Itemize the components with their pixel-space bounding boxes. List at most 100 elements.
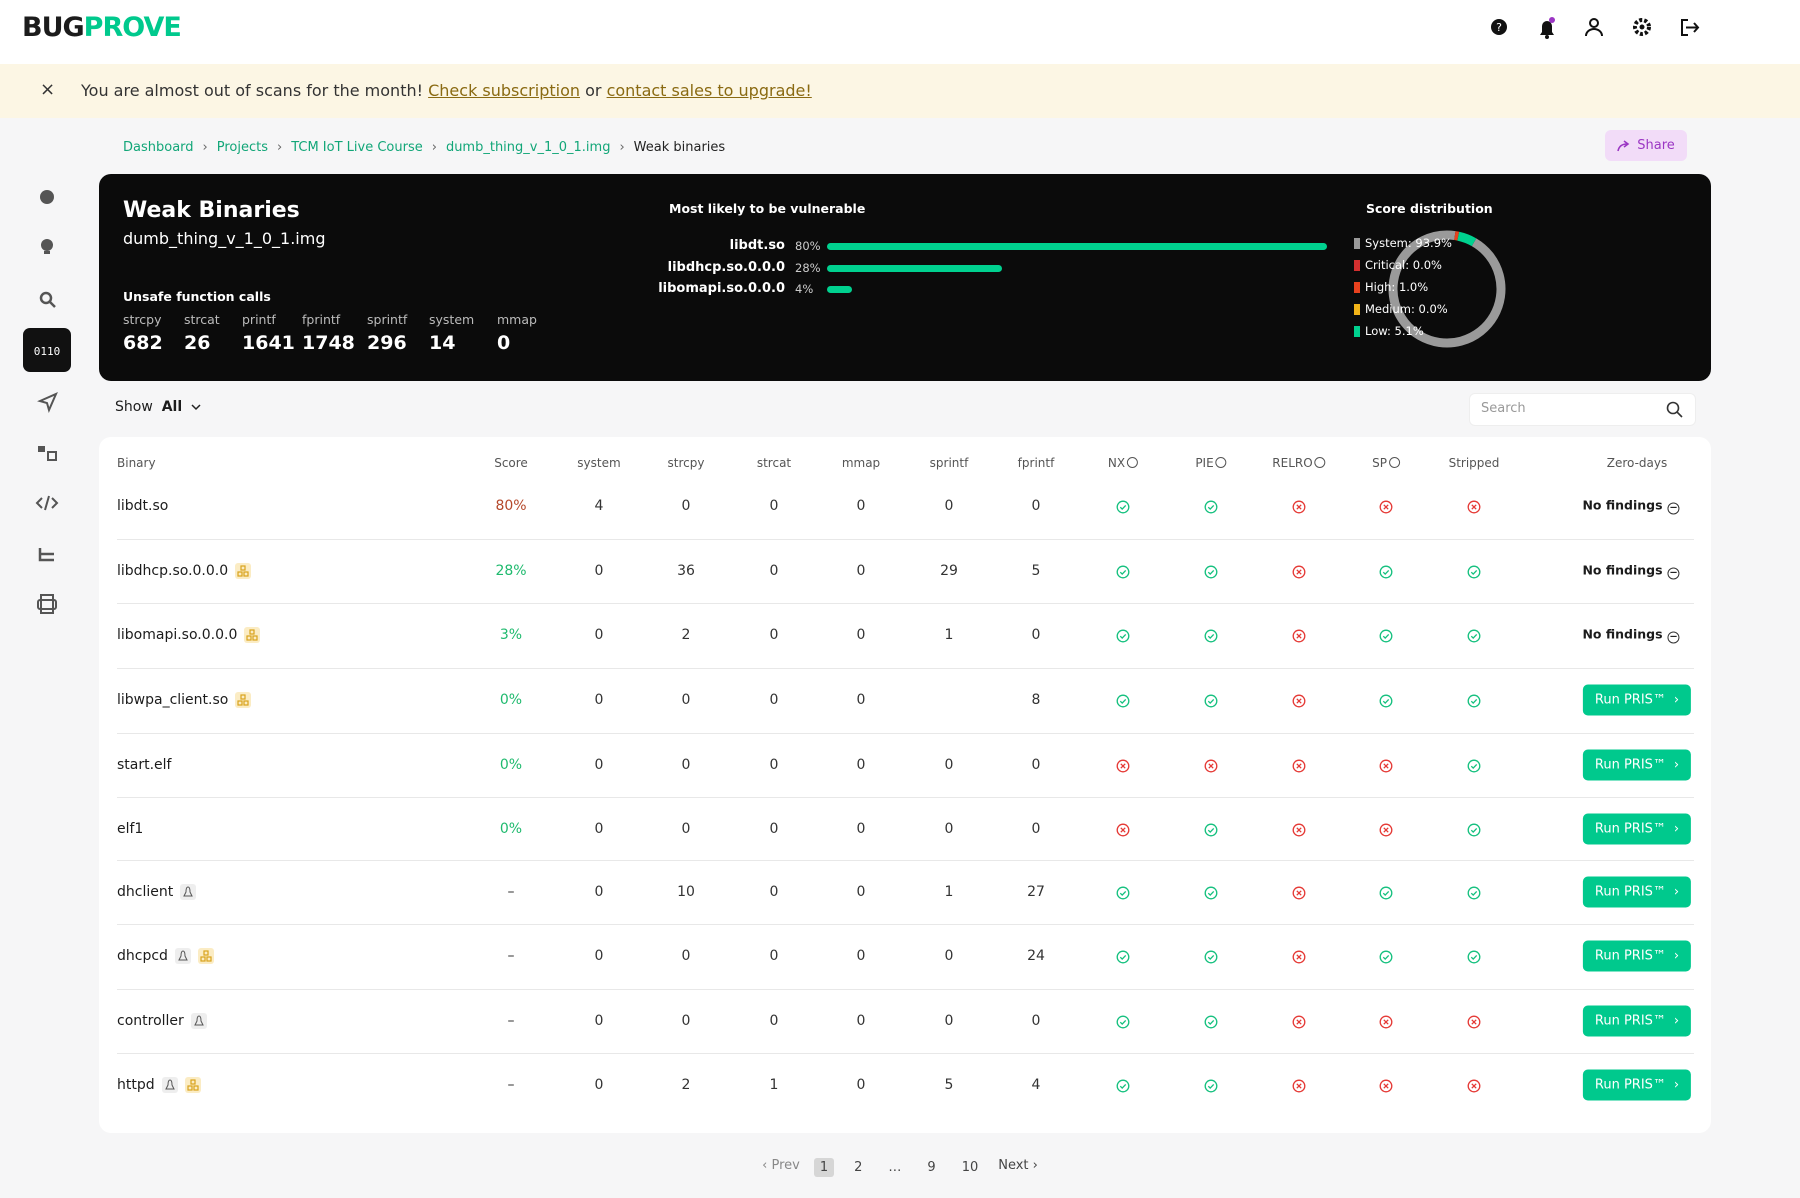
call-count: 0 (1032, 757, 1041, 773)
linux-badge (191, 1013, 207, 1029)
header-icons: ? (1480, 12, 1710, 44)
row-separator (117, 989, 1694, 990)
vulnerable-bar (827, 265, 1002, 272)
crumb[interactable]: Dashboard (123, 140, 194, 155)
check-pass (1204, 1079, 1218, 1093)
run-pris-button[interactable]: Run PRIS™› (1583, 750, 1691, 781)
row-separator (117, 668, 1694, 669)
score: – (508, 1013, 515, 1029)
run-pris-label: Run PRIS™ (1595, 693, 1666, 708)
nav-code-lock[interactable] (38, 446, 56, 460)
prev-page[interactable]: ‹ Prev (762, 1158, 800, 1177)
run-pris-button[interactable]: Run PRIS™› (1583, 1070, 1691, 1101)
notifications-icon[interactable] (1540, 17, 1555, 39)
account-icon[interactable] (1586, 19, 1602, 36)
unsafe-count: 0 (497, 332, 510, 354)
logo-text: BUG (22, 12, 84, 43)
nav-code[interactable] (37, 496, 57, 510)
crumb[interactable]: Projects (217, 140, 268, 155)
nav-send[interactable] (40, 394, 56, 410)
page-link[interactable]: 9 (921, 1158, 941, 1177)
unsafe-count: 1641 (242, 332, 295, 354)
legend-swatch (1354, 260, 1360, 271)
column-header: SP (1372, 456, 1400, 470)
unsafe-name: mmap (497, 312, 537, 327)
run-pris-label: Run PRIS™ (1595, 1078, 1666, 1093)
zero-days-status: No findings− (1582, 563, 1679, 580)
logo-text: PROVE (84, 12, 181, 43)
call-count: 0 (857, 563, 866, 579)
crumb[interactable]: TCM IoT Live Course (291, 140, 423, 155)
chevron: › (1674, 693, 1679, 708)
nav-tree[interactable] (40, 548, 54, 560)
call-count: 0 (857, 692, 866, 708)
page-link[interactable]: 2 (848, 1158, 868, 1177)
run-pris-label: Run PRIS™ (1595, 822, 1666, 837)
run-pris-button[interactable]: Run PRIS™› (1583, 877, 1691, 908)
logout-icon[interactable] (1682, 20, 1698, 35)
subscription-link[interactable]: Check subscription (428, 81, 580, 100)
settings-icon[interactable] (1635, 20, 1649, 34)
check-pass (1116, 629, 1130, 643)
next-page[interactable]: Next › (998, 1158, 1038, 1177)
column-label: Score (494, 456, 528, 470)
nav-search[interactable] (41, 293, 55, 307)
page-link[interactable]: … (882, 1158, 907, 1177)
legend-swatch (1354, 238, 1360, 249)
binary-cell: start.elf (117, 757, 172, 773)
binary-cell: controller (117, 1013, 207, 1029)
sales-link[interactable]: contact sales to upgrade! (607, 81, 812, 100)
nav-insights[interactable] (41, 239, 53, 254)
pagination: ‹ Prev 12 … 9 10 Next › (0, 1158, 1800, 1177)
share-button[interactable]: Share (1605, 130, 1687, 161)
page-link[interactable]: 1 (814, 1158, 834, 1177)
binary-name[interactable]: dhcpcd (117, 948, 168, 964)
binary-name[interactable]: controller (117, 1013, 184, 1029)
binary-name[interactable]: dhclient (117, 884, 173, 900)
nav-print[interactable] (38, 595, 56, 613)
binary-cell: elf1 (117, 821, 143, 837)
page-link[interactable]: 10 (956, 1158, 985, 1177)
row-separator (117, 603, 1694, 604)
call-count: 0 (770, 1013, 779, 1029)
check-fail (1116, 823, 1130, 837)
panel-subtitle: dumb_thing_v_1_0_1.img (123, 229, 325, 248)
binary-name[interactable]: start.elf (117, 757, 172, 773)
binary-name[interactable]: libdt.so (117, 498, 168, 514)
column-label: SP (1372, 456, 1387, 470)
search-box[interactable]: Search (1469, 393, 1696, 426)
sidebar: 0110 (0, 118, 95, 818)
share-label: Share (1637, 138, 1675, 153)
help-icon[interactable]: ? (1491, 19, 1507, 35)
check-pass (1467, 629, 1481, 643)
run-pris-button[interactable]: Run PRIS™› (1583, 814, 1691, 845)
call-count: 0 (682, 821, 691, 837)
unsafe-title: Unsafe function calls (123, 289, 271, 304)
binary-cell: libwpa_client.so (117, 692, 251, 708)
run-pris-button[interactable]: Run PRIS™ › (1583, 685, 1691, 716)
run-pris-button[interactable]: Run PRIS™› (1583, 941, 1691, 972)
package-badge (185, 1077, 201, 1093)
nav-overview[interactable] (40, 190, 54, 204)
linux-badge (175, 948, 191, 964)
top-bar: BUGPROVE ? (0, 0, 1800, 64)
run-pris-button[interactable]: Run PRIS™› (1583, 1006, 1691, 1037)
show-filter[interactable]: Show All (115, 399, 201, 415)
crumb[interactable]: dumb_thing_v_1_0_1.img (446, 140, 611, 155)
check-pass (1116, 694, 1130, 708)
banner-close[interactable]: × (40, 79, 55, 100)
binary-name[interactable]: httpd (117, 1077, 155, 1093)
breadcrumb: Dashboard›Projects›TCM IoT Live Course›d… (123, 140, 725, 155)
binary-name[interactable]: libomapi.so.0.0.0 (117, 627, 237, 643)
call-count: 4 (595, 498, 604, 514)
binary-name[interactable]: libwpa_client.so (117, 692, 228, 708)
binary-name[interactable]: elf1 (117, 821, 143, 837)
binary-name[interactable]: libdhcp.so.0.0.0 (117, 563, 228, 579)
logo[interactable]: BUGPROVE (22, 12, 181, 43)
package-badge (244, 627, 260, 643)
check-fail (1292, 1015, 1306, 1029)
call-count: 0 (682, 757, 691, 773)
crumb-separator: › (277, 140, 282, 155)
prev-label: Prev (771, 1158, 799, 1173)
